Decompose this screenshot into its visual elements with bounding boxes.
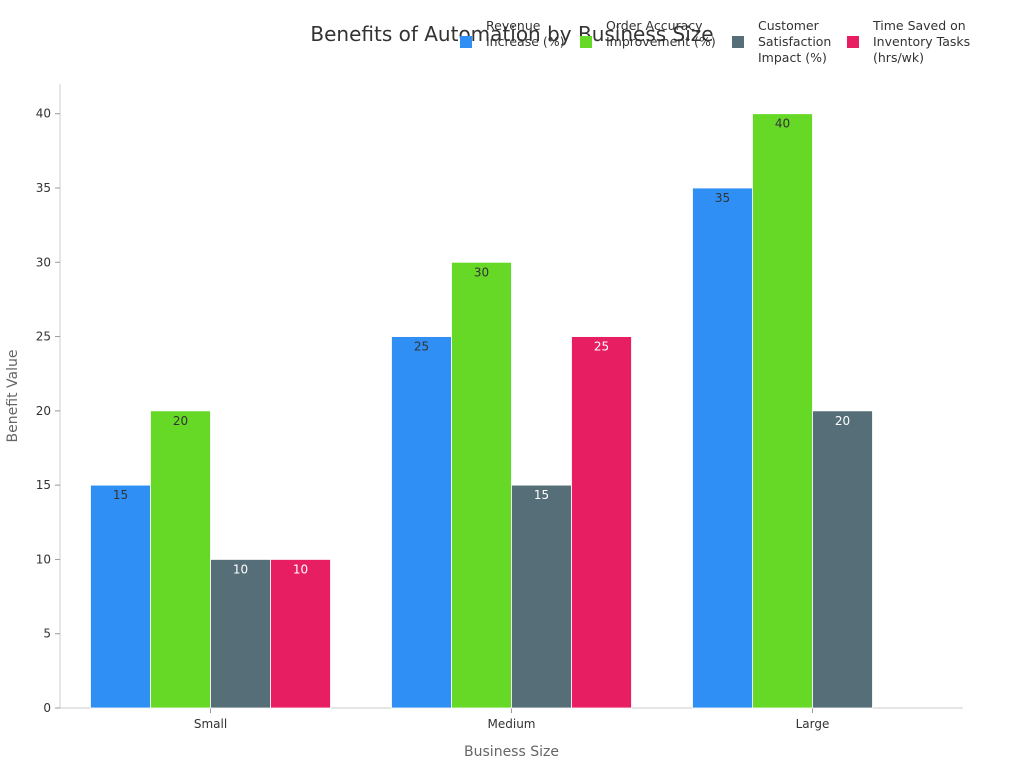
legend-label-customer-satisfaction: Customer Satisfaction Impact (%)	[758, 18, 832, 65]
legend-item-revenue[interactable]: Revenue Increase (%)	[460, 18, 580, 66]
y-tick-label: 5	[43, 627, 51, 641]
legend: Revenue Increase (%) Order Accuracy Impr…	[460, 18, 987, 66]
y-tick-label: 30	[36, 255, 51, 269]
data-label: 15	[534, 488, 549, 502]
bar	[752, 113, 813, 709]
data-label: 25	[414, 340, 429, 354]
legend-label-order-accuracy: Order Accuracy Improvement (%)	[606, 18, 716, 49]
y-tick-label: 15	[36, 478, 51, 492]
data-label: 15	[113, 488, 128, 502]
x-axis-title: Business Size	[464, 744, 559, 760]
bar	[210, 559, 271, 709]
x-tick-label: Large	[796, 717, 830, 731]
y-axis-title: Benefit Value	[5, 350, 21, 443]
data-label: 10	[293, 562, 308, 576]
bar	[90, 484, 151, 709]
legend-swatch-order-accuracy	[580, 36, 592, 48]
x-tick-label: Medium	[488, 717, 536, 731]
data-label: 25	[594, 340, 609, 354]
data-label: 20	[173, 414, 188, 428]
x-tick-label: Small	[194, 717, 227, 731]
y-tick-label: 10	[36, 552, 51, 566]
data-label: 40	[775, 117, 790, 131]
data-label: 30	[474, 265, 489, 279]
legend-item-order-accuracy[interactable]: Order Accuracy Improvement (%)	[580, 18, 732, 66]
legend-swatch-customer-satisfaction	[732, 36, 744, 48]
chart-title: Benefits of Automation by Business Size	[310, 22, 714, 46]
bar	[511, 484, 572, 709]
data-label: 20	[835, 414, 850, 428]
y-tick-label: 25	[36, 330, 51, 344]
y-tick-label: 0	[43, 701, 51, 715]
bar	[812, 410, 873, 709]
data-label: 35	[715, 191, 730, 205]
bar	[692, 187, 753, 709]
bar	[270, 559, 331, 709]
legend-label-time-saved: Time Saved on Inventory Tasks (hrs/wk)	[873, 18, 971, 65]
bar	[391, 336, 452, 709]
legend-label-revenue: Revenue Increase (%)	[486, 18, 565, 49]
data-label: 10	[233, 562, 248, 576]
bar	[150, 410, 211, 709]
legend-item-customer-satisfaction[interactable]: Customer Satisfaction Impact (%)	[732, 18, 847, 66]
legend-swatch-revenue	[460, 36, 472, 48]
bar	[451, 261, 512, 709]
legend-item-time-saved[interactable]: Time Saved on Inventory Tasks (hrs/wk)	[847, 18, 987, 66]
y-tick-label: 40	[36, 107, 51, 121]
y-tick-label: 20	[36, 404, 51, 418]
legend-swatch-time-saved	[847, 36, 859, 48]
y-tick-label: 35	[36, 181, 51, 195]
bar	[571, 336, 632, 709]
